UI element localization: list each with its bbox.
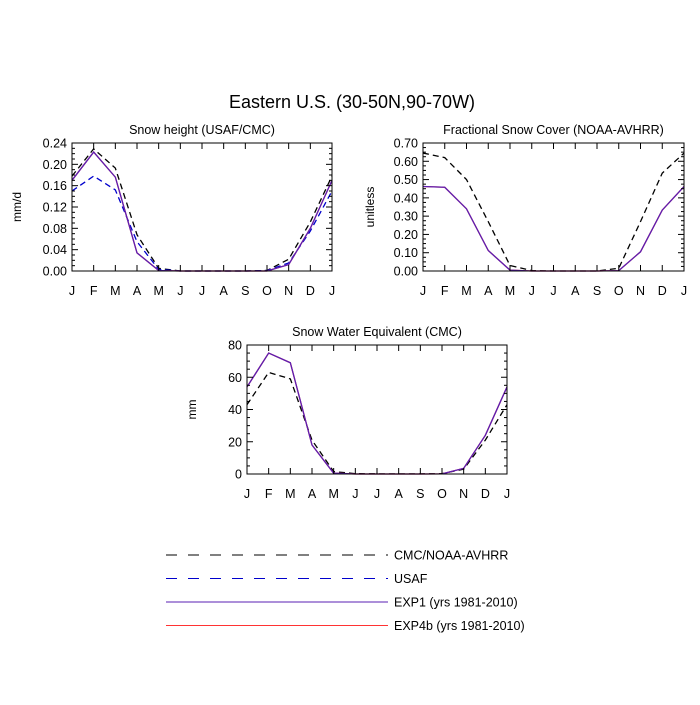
y-tick-label: 0.10 — [394, 246, 418, 260]
y-tick-label: 0.60 — [394, 155, 418, 169]
x-tick-label: J — [374, 487, 380, 501]
x-tick-label: A — [394, 487, 403, 501]
series-line-cmc-noaa-avhrr — [71, 147, 333, 272]
legend-label: CMC/NOAA-AVHRR — [394, 549, 508, 563]
y-tick-label: 80 — [228, 339, 242, 353]
x-tick-label: N — [284, 284, 293, 298]
y-tick-label: 0 — [235, 468, 242, 482]
x-tick-label: S — [416, 487, 424, 501]
y-tick-label: 0.12 — [43, 201, 67, 215]
x-tick-label: J — [199, 284, 205, 298]
x-tick-label: D — [658, 284, 667, 298]
x-tick-label: M — [505, 284, 515, 298]
y-tick-label: 0.16 — [43, 179, 67, 193]
y-tick-label: 0.08 — [43, 222, 67, 236]
legend-label: EXP4b (yrs 1981-2010) — [394, 619, 525, 633]
x-tick-label: J — [177, 284, 183, 298]
series-line-usaf — [71, 175, 333, 272]
x-tick-label: J — [681, 284, 687, 298]
x-tick-label: J — [420, 284, 426, 298]
panel-snow-water-equivalent: Snow Water Equivalent (CMC) mm 0 20 40 60 80 J F… — [185, 325, 510, 501]
x-tick-label: F — [265, 487, 273, 501]
x-tick-label: J — [329, 284, 335, 298]
series-line-exp4b-yrs-1981-2010 — [71, 151, 333, 272]
series-line-cmc-noaa-avhrr — [246, 371, 508, 475]
x-tick-label: F — [90, 284, 98, 298]
legend: CMC/NOAA-AVHRR USAF EXP1 (yrs 1981-2010) EX… — [166, 549, 525, 633]
y-tick-label: 0.70 — [394, 137, 418, 151]
series-line-exp1-yrs-1981-2010 — [422, 185, 685, 272]
x-tick-label: S — [593, 284, 601, 298]
y-tick-label: 0.20 — [394, 228, 418, 242]
x-tick-label: S — [241, 284, 249, 298]
x-tick-label: O — [437, 487, 447, 501]
x-tick-label: M — [153, 284, 163, 298]
x-tick-label: M — [285, 487, 295, 501]
y-tick-label: 60 — [228, 371, 242, 385]
series-line-cmc-noaa-avhrr — [422, 152, 685, 272]
x-tick-label: F — [441, 284, 449, 298]
x-tick-label: D — [306, 284, 315, 298]
y-tick-label: 0.20 — [43, 158, 67, 172]
panel-title: Snow height (USAF/CMC) — [129, 123, 275, 137]
x-tick-label: N — [459, 487, 468, 501]
y-tick-label: 0.00 — [394, 265, 418, 279]
x-tick-label: A — [219, 284, 228, 298]
y-tick-label: 0.00 — [43, 265, 67, 279]
y-tick-label: 0.30 — [394, 210, 418, 224]
y-axis-label: unitless — [363, 187, 377, 228]
x-tick-label: J — [550, 284, 556, 298]
plot-frame — [246, 344, 508, 475]
y-tick-label: 20 — [228, 435, 242, 449]
x-tick-label: A — [133, 284, 142, 298]
plot-frame — [422, 142, 685, 272]
x-tick-label: O — [614, 284, 624, 298]
x-tick-label: J — [504, 487, 510, 501]
legend-label: USAF — [394, 572, 428, 586]
x-tick-label: N — [636, 284, 645, 298]
x-tick-label: J — [529, 284, 535, 298]
y-tick-label: 0.04 — [43, 243, 67, 257]
x-tick-label: A — [571, 284, 580, 298]
x-tick-label: J — [69, 284, 75, 298]
series-line-exp4b-yrs-1981-2010 — [422, 185, 685, 272]
panel-fractional-snow-cover: Fractional Snow Cover (NOAA-AVHRR) unitle… — [363, 123, 687, 298]
x-tick-label: A — [308, 487, 317, 501]
series-line-exp4b-yrs-1981-2010 — [246, 352, 508, 475]
x-tick-label: M — [328, 487, 338, 501]
legend-label: EXP1 (yrs 1981-2010) — [394, 596, 518, 610]
y-axis-label: mm — [185, 400, 199, 420]
panel-title: Snow Water Equivalent (CMC) — [292, 325, 462, 339]
x-tick-label: A — [484, 284, 493, 298]
y-tick-label: 0.40 — [394, 191, 418, 205]
y-tick-label: 0.24 — [43, 137, 67, 151]
x-tick-label: J — [352, 487, 358, 501]
y-axis-label: mm/d — [10, 192, 24, 222]
x-tick-label: M — [461, 284, 471, 298]
x-tick-label: O — [262, 284, 272, 298]
panel-title: Fractional Snow Cover (NOAA-AVHRR) — [443, 123, 664, 137]
x-tick-label: J — [244, 487, 250, 501]
series-line-exp1-yrs-1981-2010 — [246, 352, 508, 475]
panel-snow-height: Snow height (USAF/CMC) mm/d 0.00 0.04 0.08 0.… — [10, 123, 335, 298]
x-tick-label: D — [481, 487, 490, 501]
y-tick-label: 0.50 — [394, 173, 418, 187]
x-tick-label: M — [110, 284, 120, 298]
figure-title: Eastern U.S. (30-50N,90-70W) — [229, 92, 475, 112]
y-tick-label: 40 — [228, 403, 242, 417]
series-line-exp1-yrs-1981-2010 — [71, 151, 333, 272]
